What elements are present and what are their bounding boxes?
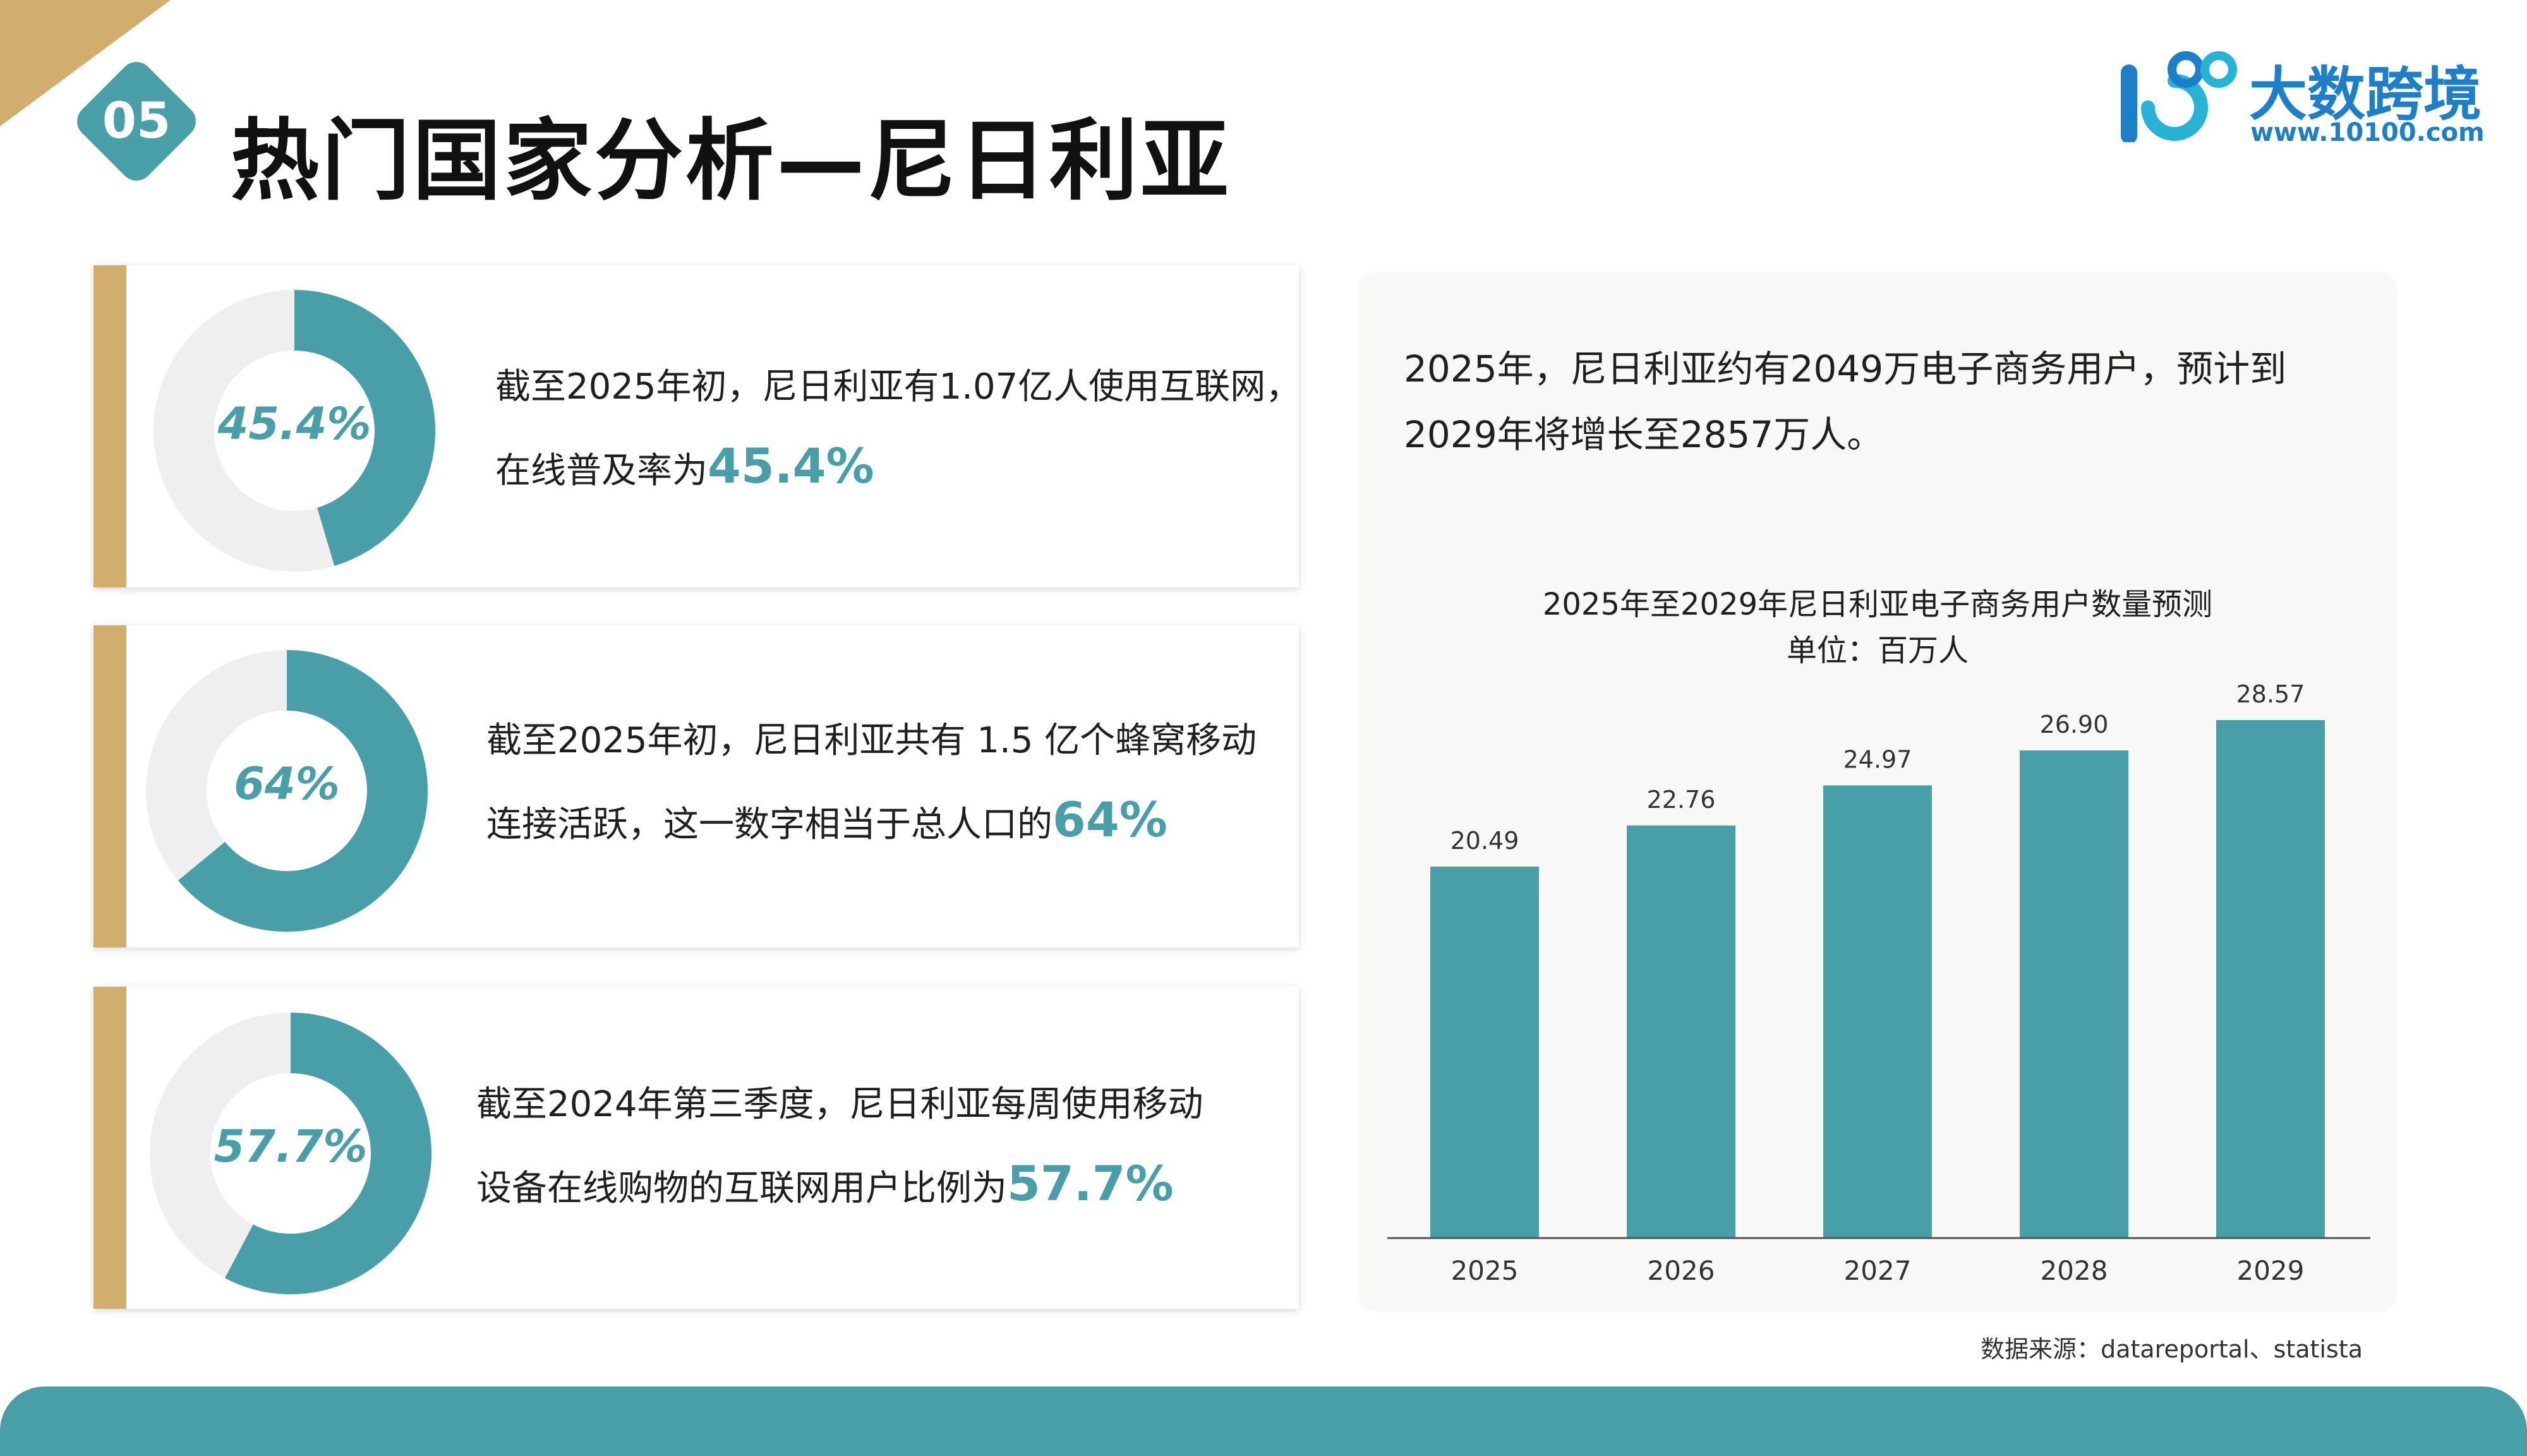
bar-value-label: 26.90 <box>2040 711 2109 738</box>
logo-name: 大数跨境 <box>2249 61 2482 128</box>
data-source: 数据来源：datareportal、statista <box>1981 1335 2363 1363</box>
bar-2027 <box>1823 785 1932 1238</box>
card-text-line2: 连接活跃，这一数字相当于总人口的64% <box>486 780 1257 864</box>
bottom-bar <box>0 1387 2527 1456</box>
bar-value-label: 24.97 <box>1843 745 1912 773</box>
card-text-line1: 截至2025年初，尼日利亚共有 1.5 亿个蜂窝移动 <box>486 720 1257 761</box>
bar-value-label: 22.76 <box>1647 786 1716 814</box>
stat-card-internet: 45.4% 截至2025年初，尼日利亚有1.07亿人使用互联网， 在线普及率为4… <box>93 265 1301 587</box>
page-title: 热门国家分析—尼日利亚 <box>231 110 1232 213</box>
card-text-line2-prefix: 连接活跃，这一数字相当于总人口的 <box>486 804 1052 845</box>
section-number: 05 <box>102 93 171 150</box>
highlight-value: 57.7% <box>1007 1155 1174 1212</box>
stat-card-mobile: 64% 截至2025年初，尼日利亚共有 1.5 亿个蜂窝移动 连接活跃，这一数字… <box>93 625 1299 948</box>
card-text: 截至2025年初，尼日利亚有1.07亿人使用互联网， 在线普及率为45.4% <box>495 347 1301 510</box>
x-tick-label: 2025 <box>1451 1255 1519 1286</box>
card-text: 截至2025年初，尼日利亚共有 1.5 亿个蜂窝移动 连接活跃，这一数字相当于总… <box>486 701 1257 864</box>
donut-label: 64% <box>234 758 340 810</box>
donut-arc <box>146 650 428 932</box>
x-tick-label: 2026 <box>1648 1255 1715 1286</box>
bar-2026 <box>1627 825 1735 1238</box>
card-text-line2-prefix: 设备在线购物的互联网用户比例为 <box>476 1168 1007 1209</box>
stat-card-mobile-shopping: 57.7% 截至2024年第三季度，尼日利亚每周使用移动 设备在线购物的互联网用… <box>93 987 1299 1309</box>
card-text-line1: 截至2025年初，尼日利亚有1.07亿人使用互联网， <box>495 366 1301 407</box>
card-accent-bar <box>93 265 126 587</box>
donut-chart-internet <box>154 290 435 572</box>
bar-2025 <box>1430 866 1539 1238</box>
donut-arc <box>154 290 435 572</box>
chart-title: 2025年至2029年尼日利亚电子商务用户数量预测 <box>1542 587 2213 622</box>
highlight-value: 45.4% <box>708 438 874 494</box>
highlight-value: 64% <box>1052 791 1167 848</box>
chart-panel: 2025年，尼日利亚约有2049万电子商务用户，预计到2029年将增长至2857… <box>1360 273 2396 1309</box>
card-text-line1: 截至2024年第三季度，尼日利亚每周使用移动 <box>476 1084 1203 1125</box>
bar-value-label: 20.49 <box>1450 827 1519 855</box>
bar-2028 <box>2020 750 2128 1238</box>
card-text: 截至2024年第三季度，尼日利亚每周使用移动 设备在线购物的互联网用户比例为57… <box>476 1065 1203 1228</box>
bar-chart: 20.49 2025 22.76 2026 24.97 2027 26.90 2028 28.5… <box>1387 680 2370 1286</box>
donut-chart-shopping <box>150 1013 431 1294</box>
card-text-line2: 设备在线购物的互联网用户比例为57.7% <box>476 1144 1203 1228</box>
bar-value-label: 28.57 <box>2236 680 2305 708</box>
card-accent-bar <box>93 987 126 1309</box>
x-tick-label: 2028 <box>2041 1255 2108 1286</box>
chart-unit: 单位：百万人 <box>1786 633 1969 668</box>
x-tick-label: 2027 <box>1844 1255 1912 1286</box>
chart-description: 2025年，尼日利亚约有2049万电子商务用户，预计到2029年将增长至2857… <box>1404 347 2287 456</box>
card-text-line2-prefix: 在线普及率为 <box>495 450 708 491</box>
x-tick-label: 2029 <box>2237 1255 2305 1286</box>
donut-label: 57.7% <box>214 1121 368 1172</box>
bar-2029 <box>2216 720 2325 1238</box>
donut-chart-mobile <box>146 650 428 932</box>
logo-mark-icon <box>2121 51 2237 142</box>
logo-url: www.10100.com <box>2250 118 2485 147</box>
brand-logo: 大数跨境 www.10100.com <box>2110 47 2485 155</box>
card-text-line2: 在线普及率为45.4% <box>495 426 1301 510</box>
donut-arc <box>150 1013 431 1294</box>
donut-label: 45.4% <box>217 398 371 450</box>
card-accent-bar <box>93 625 126 948</box>
